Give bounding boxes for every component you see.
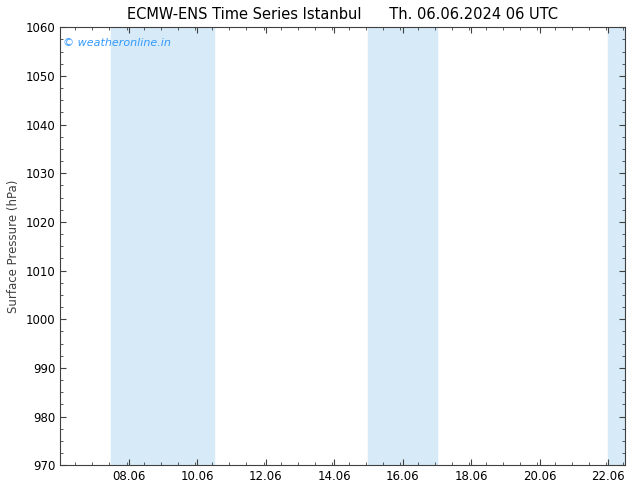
Bar bbox=[608, 27, 625, 465]
Bar bbox=[163, 27, 214, 465]
Bar bbox=[385, 27, 437, 465]
Y-axis label: Surface Pressure (hPa): Surface Pressure (hPa) bbox=[7, 179, 20, 313]
Bar bbox=[368, 27, 385, 465]
Bar bbox=[112, 27, 163, 465]
Text: © weatheronline.in: © weatheronline.in bbox=[63, 38, 171, 48]
Title: ECMW-ENS Time Series Istanbul      Th. 06.06.2024 06 UTC: ECMW-ENS Time Series Istanbul Th. 06.06.… bbox=[127, 7, 558, 22]
